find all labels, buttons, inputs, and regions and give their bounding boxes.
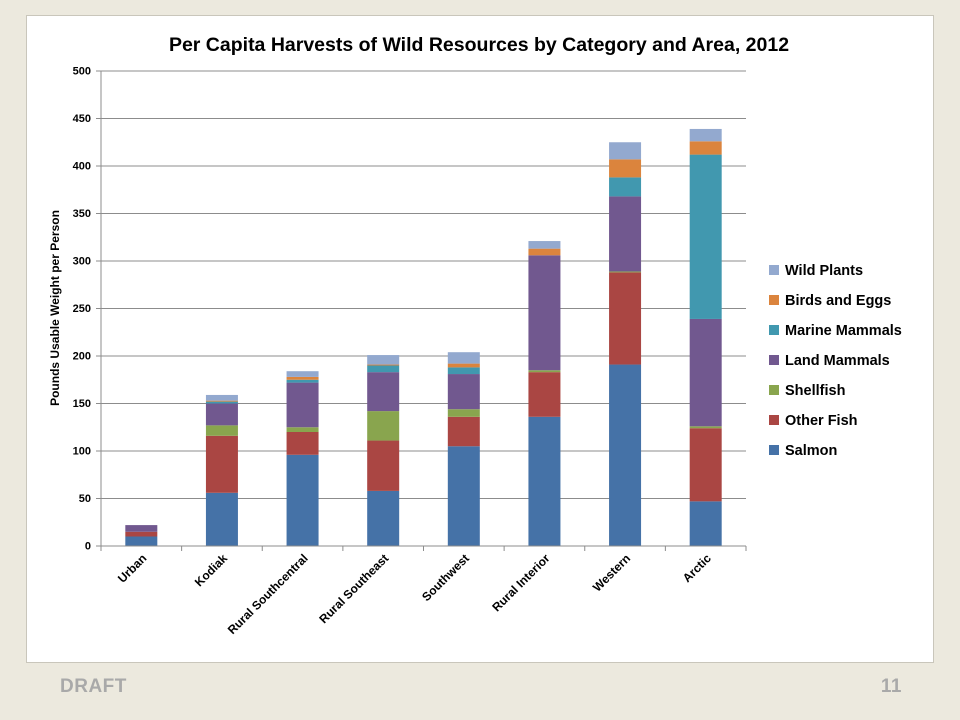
y-tick-labels: 0 50 100 150 200 250 300 350 400 450 500 <box>73 66 91 553</box>
bar-segment-marine-mammals <box>367 365 400 373</box>
bar-segment-salmon <box>367 490 400 546</box>
bar-segment-shellfish <box>609 271 642 273</box>
legend-label: Salmon <box>785 443 837 459</box>
gridlines <box>101 70 746 499</box>
bar-segment-salmon <box>609 364 642 546</box>
bar-segment-shellfish <box>205 425 238 436</box>
bar-segment-birds-and-eggs <box>286 376 319 380</box>
bar-segment-birds-and-eggs <box>367 364 400 366</box>
bar-segment-birds-and-eggs <box>447 363 480 368</box>
bar-segment-birds-and-eggs <box>205 400 238 402</box>
chart-title: Per Capita Harvests of Wild Resources by… <box>169 34 789 56</box>
y-tick-label: 450 <box>73 113 91 125</box>
bar-segment-birds-and-eggs <box>528 248 561 256</box>
bar-segment-wild-plants <box>689 128 722 142</box>
y-tick-label: 100 <box>73 446 91 458</box>
y-axis-label: Pounds Usable Weight per Person <box>48 210 62 406</box>
bar-segment-land-mammals <box>367 372 400 412</box>
bar-segment-other-fish <box>689 428 722 502</box>
legend-label: Other Fish <box>785 413 858 429</box>
bar-segment-land-mammals <box>609 196 642 272</box>
slide-frame: Per Capita Harvests of Wild Resources by… <box>26 15 934 663</box>
x-tick-label: Arctic <box>680 551 714 585</box>
bar-segment-salmon <box>286 454 319 546</box>
bar-segment-land-mammals <box>447 374 480 410</box>
draft-label: DRAFT <box>60 676 127 697</box>
legend-swatch <box>769 445 779 455</box>
x-tick-label: Southwest <box>419 551 472 604</box>
bar-segment-land-mammals <box>528 255 561 371</box>
y-tick-label: 300 <box>73 256 91 268</box>
bar-segment-marine-mammals <box>447 367 480 375</box>
legend-swatch <box>769 355 779 365</box>
bar-segment-salmon <box>689 501 722 546</box>
legend-swatch <box>769 295 779 305</box>
legend-swatch <box>769 265 779 275</box>
bar-segment-salmon <box>447 446 480 546</box>
bar-segment-land-mammals <box>205 403 238 426</box>
legend-label: Shellfish <box>785 383 845 399</box>
axes <box>96 70 747 551</box>
bar-segment-other-fish <box>286 432 319 455</box>
y-tick-label: 200 <box>73 351 91 363</box>
bar-segment-other-fish <box>367 440 400 491</box>
bar-segment-land-mammals <box>689 318 722 427</box>
bar-segment-other-fish <box>447 416 480 447</box>
legend-swatch <box>769 325 779 335</box>
y-tick-label: 0 <box>85 541 91 553</box>
bars <box>125 128 722 546</box>
bar-segment-land-mammals <box>286 382 319 428</box>
bar-segment-birds-and-eggs <box>689 141 722 155</box>
bar-segment-wild-plants <box>609 142 642 160</box>
y-tick-label: 150 <box>73 398 91 410</box>
bar-segment-salmon <box>528 416 561 546</box>
legend-swatch <box>769 415 779 425</box>
x-tick-label: Kodiak <box>192 551 230 589</box>
y-tick-label: 50 <box>79 493 91 505</box>
bar-segment-shellfish <box>447 409 480 417</box>
bar-segment-wild-plants <box>528 241 561 249</box>
bar-segment-marine-mammals <box>205 401 238 404</box>
chart: Per Capita Harvests of Wild Resources by… <box>48 34 902 637</box>
legend-label: Land Mammals <box>785 353 890 369</box>
bar-segment-marine-mammals <box>286 379 319 383</box>
bar-segment-salmon <box>205 492 238 546</box>
x-tick-label: Western <box>590 551 633 594</box>
x-tick-label: Rural Southeast <box>316 551 391 626</box>
legend-label: Marine Mammals <box>785 323 902 339</box>
bar-segment-wild-plants <box>447 352 480 364</box>
y-tick-label: 500 <box>73 66 91 78</box>
bar-segment-wild-plants <box>205 394 238 401</box>
bar-segment-other-fish <box>528 372 561 417</box>
x-tick-label: Rural Southcentral <box>225 551 311 637</box>
legend: Wild Plants Birds and Eggs Marine Mammals L… <box>769 263 902 459</box>
bar-segment-land-mammals <box>125 525 158 532</box>
legend-label: Wild Plants <box>785 263 863 279</box>
page-number: 11 <box>880 676 902 697</box>
bar-segment-other-fish <box>205 435 238 493</box>
x-tick-label: Urban <box>115 551 149 585</box>
legend-label: Birds and Eggs <box>785 293 891 309</box>
bar-segment-birds-and-eggs <box>609 159 642 178</box>
bar-segment-marine-mammals <box>689 154 722 319</box>
bar-segment-other-fish <box>125 531 158 537</box>
y-tick-label: 350 <box>73 208 91 220</box>
bar-segment-other-fish <box>609 272 642 365</box>
bar-segment-marine-mammals <box>609 177 642 197</box>
bar-segment-salmon <box>125 536 158 546</box>
bar-segment-wild-plants <box>367 355 400 365</box>
y-tick-label: 250 <box>73 303 91 315</box>
bar-segment-shellfish <box>286 427 319 432</box>
y-tick-label: 400 <box>73 161 91 173</box>
bar-segment-shellfish <box>367 411 400 441</box>
legend-swatch <box>769 385 779 395</box>
x-tick-label: Rural Interior <box>489 551 552 614</box>
bar-segment-shellfish <box>689 426 722 429</box>
bar-segment-wild-plants <box>286 371 319 377</box>
bar-segment-shellfish <box>528 370 561 373</box>
